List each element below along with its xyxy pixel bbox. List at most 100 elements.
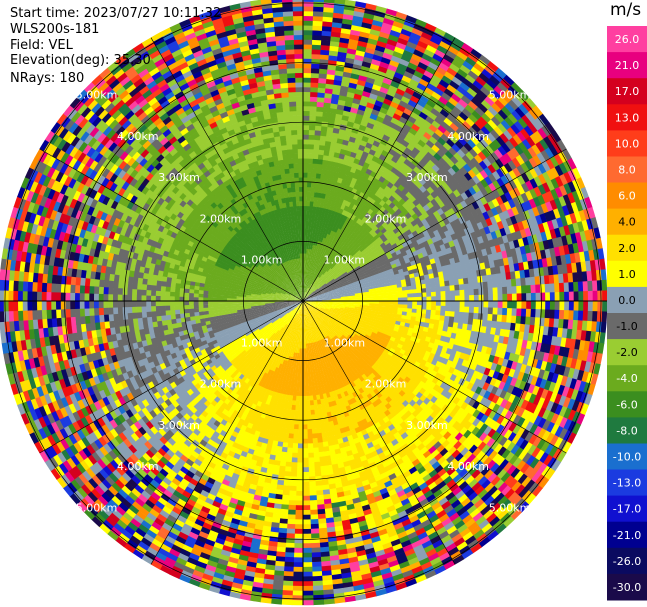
velocity-gate [304, 243, 308, 249]
velocity-gate [578, 301, 584, 312]
velocity-gate [329, 170, 336, 177]
velocity-gate [497, 294, 503, 302]
velocity-gate [319, 202, 325, 209]
velocity-gate [303, 186, 308, 192]
velocity-gate [339, 90, 349, 97]
velocity-gate [309, 201, 314, 207]
velocity-gate [320, 227, 325, 233]
velocity-gate [316, 201, 321, 208]
velocity-gate [378, 295, 384, 299]
velocity-gate [303, 48, 313, 55]
velocity-gate [316, 197, 322, 203]
velocity-gate [568, 291, 575, 302]
velocity-gate [342, 139, 350, 146]
velocity-gate [306, 196, 311, 202]
velocity-gate [311, 168, 318, 174]
velocity-gate [308, 224, 312, 231]
velocity-gate [383, 292, 389, 296]
velocity-gate [320, 169, 327, 175]
velocity-gate [303, 143, 309, 150]
velocity-gate [554, 283, 560, 293]
velocity-gate [347, 87, 357, 94]
velocity-gate [303, 77, 312, 83]
velocity-gate [339, 124, 348, 131]
velocity-gate [306, 248, 309, 254]
velocity-gate [328, 50, 339, 57]
velocity-gate [459, 301, 465, 308]
velocity-gate [374, 295, 380, 299]
velocity-gate [315, 115, 323, 122]
velocity-gate [558, 310, 565, 320]
velocity-gate [333, 122, 342, 130]
velocity-gate [483, 301, 489, 308]
velocity-gate [338, 128, 346, 136]
velocity-gate [393, 304, 399, 308]
velocity-gate [310, 96, 318, 102]
velocity-gate [568, 301, 575, 312]
velocity-gate [535, 301, 541, 310]
velocity-gate [326, 69, 336, 76]
velocity-gate [435, 301, 442, 307]
velocity-gate [330, 141, 338, 148]
velocity-gate [306, 282, 308, 288]
velocity-gate [587, 310, 593, 322]
velocity-gate [306, 253, 309, 259]
velocity-gate [469, 301, 475, 308]
velocity-gate [318, 73, 328, 79]
velocity-gate [303, 200, 307, 207]
velocity-gate [303, 219, 306, 226]
velocity-gate [312, 206, 317, 212]
velocity-gate [303, 158, 309, 164]
velocity-gate [402, 301, 408, 305]
velocity-gate [511, 301, 518, 309]
velocity-gate [454, 290, 460, 297]
velocity-gate [440, 310, 446, 317]
velocity-gate [319, 135, 327, 142]
velocity-gate [563, 310, 570, 321]
velocity-gate [303, 91, 311, 97]
velocity-gate [332, 176, 339, 183]
velocity-gate [473, 312, 479, 320]
velocity-gate [549, 292, 556, 302]
velocity-gate [435, 305, 441, 311]
velocity-gate [516, 308, 522, 317]
velocity-gate [600, 269, 607, 281]
velocity-gate [307, 234, 311, 240]
velocity-gate [331, 137, 339, 144]
velocity-gate [435, 291, 441, 297]
velocity-gate [434, 281, 441, 288]
velocity-gate [304, 262, 306, 268]
velocity-gate [303, 1, 315, 7]
velocity-gate [310, 77, 320, 84]
velocity-gate [310, 229, 314, 236]
velocity-gate [307, 267, 309, 273]
velocity-gate [309, 258, 313, 264]
velocity-gate [311, 254, 315, 260]
velocity-gate [344, 130, 352, 137]
velocity-gate [307, 272, 310, 278]
velocity-gate [303, 10, 314, 17]
velocity-gate [311, 263, 314, 270]
velocity-gate [319, 63, 329, 70]
velocity-gate [312, 11, 324, 17]
velocity-gate [303, 134, 310, 140]
velocity-gate [346, 48, 357, 55]
velocity-gate [307, 277, 310, 283]
velocity-gate [317, 92, 326, 98]
velocity-gate [303, 205, 307, 211]
velocity-gate [506, 286, 513, 295]
velocity-gate [393, 301, 399, 305]
velocity-gate [332, 17, 344, 24]
velocity-gate [340, 80, 351, 88]
velocity-gate [310, 191, 315, 198]
velocity-gate [322, 188, 328, 195]
velocity-gate [304, 291, 306, 297]
velocity-gate [521, 301, 527, 310]
velocity-gate [341, 76, 352, 83]
velocity-gate [326, 126, 334, 133]
velocity-gate [312, 158, 319, 164]
velocity-gate [324, 145, 331, 152]
velocity-gate [333, 152, 341, 159]
velocity-gate [326, 131, 334, 138]
